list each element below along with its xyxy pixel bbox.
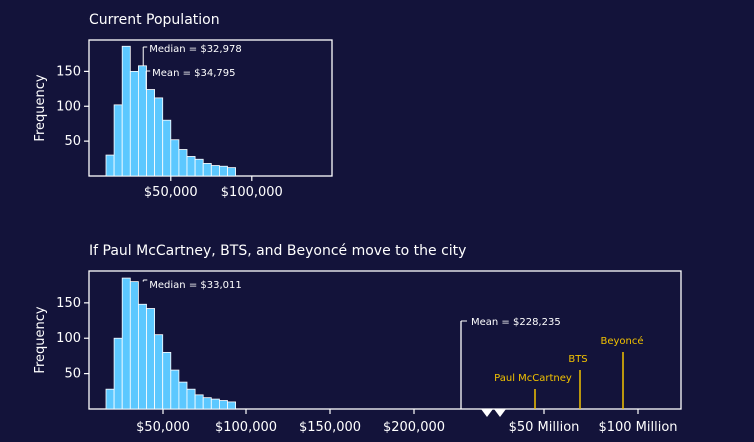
y-tick-label: 150 — [56, 296, 81, 311]
histogram-bar — [105, 154, 115, 177]
y-tick-label: 50 — [64, 367, 81, 382]
histogram-bar — [146, 89, 156, 177]
histogram-bar — [129, 70, 139, 177]
histogram-bar — [146, 308, 156, 410]
median-label: Median = $32,978 — [149, 44, 241, 55]
histogram-bar — [186, 388, 196, 410]
x-tick-label: $50,000 — [136, 420, 190, 435]
histogram-bar — [137, 303, 147, 410]
histogram-bar — [121, 45, 131, 177]
axis-break-marker — [481, 409, 493, 417]
histogram-bar — [218, 400, 228, 410]
x-tick-label: $50 Million — [509, 420, 580, 435]
x-tick-label: $100,000 — [221, 185, 283, 200]
y-tick-label: 150 — [56, 64, 81, 79]
histogram-bar — [194, 158, 204, 177]
x-tick-label: $50,000 — [144, 185, 198, 200]
histogram-bar — [129, 281, 139, 410]
histogram-bar — [121, 277, 131, 410]
panel-with-celebrities: If Paul McCartney, BTS, and Beyoncé move… — [33, 243, 682, 435]
histogram-bar — [170, 139, 180, 177]
histogram-bar — [137, 65, 147, 177]
histogram-bar — [105, 388, 115, 410]
x-tick-label: $100 Million — [598, 420, 677, 435]
histogram-bar — [210, 165, 220, 177]
chart-title: If Paul McCartney, BTS, and Beyoncé move… — [89, 243, 466, 259]
beyonce-label: Beyoncé — [600, 335, 643, 347]
mean-label: Mean = $34,795 — [152, 68, 235, 79]
x-tick-label: $150,000 — [299, 420, 361, 435]
histogram-bar — [186, 156, 196, 177]
histogram-bar — [113, 337, 123, 410]
histogram-bar — [154, 97, 164, 177]
histogram-bar — [154, 334, 164, 410]
mean-label: Mean = $228,235 — [471, 317, 561, 328]
histogram-bar — [178, 381, 188, 410]
bts-label: BTS — [568, 354, 587, 365]
y-tick-label: 50 — [64, 134, 81, 149]
histogram-bar — [194, 394, 204, 410]
histogram-bar — [162, 119, 172, 177]
y-axis-label: Frequency — [33, 74, 48, 141]
histogram-bar — [202, 163, 212, 177]
y-axis-label: Frequency — [33, 306, 48, 373]
paul-mccartney-label: Paul McCartney — [494, 373, 572, 384]
y-tick-label: 100 — [56, 99, 81, 114]
axis-break-marker — [494, 409, 506, 417]
histogram-bar — [162, 351, 172, 410]
median-label: Median = $33,011 — [149, 280, 241, 291]
histogram-bar — [113, 104, 123, 177]
histogram-bar — [227, 167, 237, 177]
x-tick-label: $100,000 — [215, 420, 277, 435]
chart-title: Current Population — [89, 12, 220, 28]
histogram-bar — [227, 401, 237, 410]
histogram-bar — [210, 398, 220, 410]
x-tick-label: $200,000 — [383, 420, 445, 435]
histogram-bar — [170, 369, 180, 410]
histogram-bar — [202, 397, 212, 410]
plot-frame — [88, 270, 682, 410]
y-tick-label: 100 — [56, 331, 81, 346]
histogram-bar — [178, 149, 188, 177]
histogram-bar — [218, 165, 228, 177]
panel-current-population: Current Population Frequency 50 100 150 $50,0… — [33, 12, 333, 200]
